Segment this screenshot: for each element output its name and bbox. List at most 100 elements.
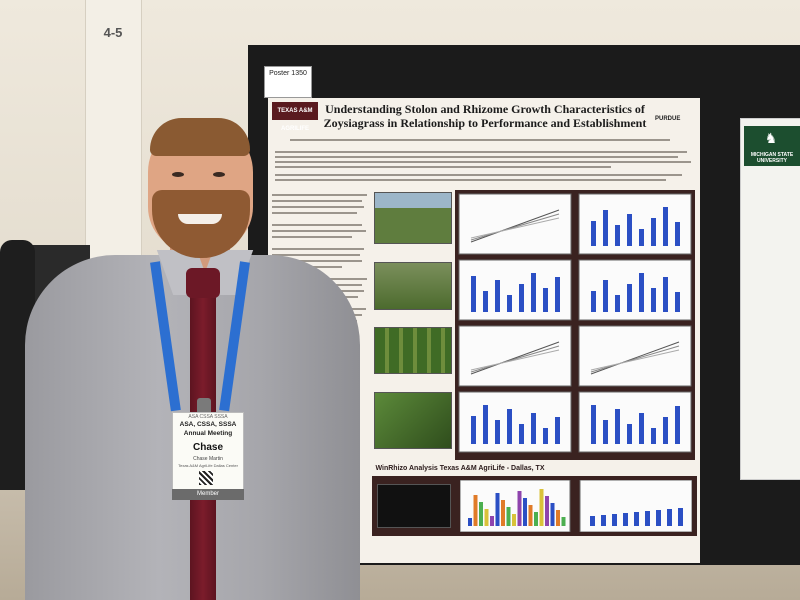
chart-bar	[591, 291, 596, 312]
chart-bar	[471, 416, 476, 444]
chart-bar	[531, 273, 536, 312]
poster-photo-column	[372, 192, 452, 462]
chart-bar	[555, 277, 560, 312]
bottom-chart-bar	[468, 518, 472, 526]
chart-bar	[591, 405, 596, 444]
bottom-chart-bar	[612, 514, 617, 526]
chart-bar	[675, 292, 680, 312]
pillar-sign: 4-5	[103, 25, 123, 40]
badge-full-name: Chase Martin	[193, 456, 223, 462]
chart-line	[470, 341, 560, 375]
chart-bar	[591, 221, 596, 246]
badge-affiliation: Texas A&M AgriLife Dallas Center	[178, 463, 238, 468]
bottom-chart-bar	[550, 503, 555, 526]
photo-turf-rows	[374, 327, 452, 374]
chart-thumbnail	[578, 259, 692, 321]
neighbor-poster	[740, 118, 800, 480]
badge-meeting: Annual Meeting	[183, 430, 233, 437]
bottom-chart-bar	[506, 507, 511, 526]
bottom-chart-bar	[523, 498, 527, 526]
bottom-chart-bar	[501, 500, 505, 526]
badge-org: ASA, CSSA, SSSA	[179, 421, 237, 428]
chart-bar	[615, 225, 620, 246]
bottom-chart-bar	[539, 489, 544, 526]
chart-line	[470, 345, 560, 373]
charts-svg	[458, 193, 692, 453]
bottom-charts-svg	[460, 480, 692, 532]
chart-bar	[603, 210, 608, 246]
bottom-chart-bar	[490, 516, 494, 526]
chart-bar	[519, 424, 524, 444]
chart-bar	[651, 288, 656, 312]
chart-thumbnail	[458, 325, 572, 387]
chart-bar	[483, 291, 488, 312]
right-eye	[213, 172, 225, 177]
chart-thumbnail	[578, 193, 692, 255]
chart-line	[470, 209, 560, 243]
left-eye	[172, 172, 184, 177]
bottom-chart-bar	[645, 511, 650, 526]
badge-clip	[197, 398, 211, 416]
poster-title: Understanding Stolon and Rhizome Growth …	[323, 102, 647, 130]
chart-bar	[555, 417, 560, 444]
poster-charts-panel	[455, 190, 695, 460]
photo-researchers	[374, 262, 452, 310]
chart-line	[590, 349, 680, 371]
chart-bar	[627, 424, 632, 444]
bottom-chart-bar	[601, 515, 606, 526]
chart-line	[590, 341, 680, 375]
badge-top-text: ASA CSSA SSSA	[188, 414, 228, 420]
chart-bar	[471, 276, 476, 312]
bottom-chart-bar	[667, 509, 672, 526]
chart-bar	[627, 284, 632, 312]
chart-line	[470, 349, 560, 371]
pillar	[85, 0, 142, 260]
man-smile	[178, 214, 222, 224]
chart-bar	[639, 273, 644, 312]
bottom-chart-bar	[479, 502, 483, 526]
chart-bar	[495, 280, 500, 312]
purdue-logo: PURDUE	[655, 116, 681, 122]
chart-line	[470, 217, 560, 239]
chart-bar	[615, 409, 620, 444]
msu-header	[744, 126, 800, 166]
agrilife-logo: TEXAS A&M AGRILIFE	[272, 102, 318, 132]
bottom-chart-bar	[473, 495, 478, 526]
bottom-chart-bar	[512, 514, 516, 526]
chart-bar	[483, 405, 488, 444]
bottom-chart-bar	[545, 496, 549, 526]
chart-thumbnail	[578, 391, 692, 453]
chart-thumbnail	[458, 193, 572, 255]
bottom-chart-bar	[561, 517, 566, 526]
chart-bar	[639, 413, 644, 444]
badge-role: Member	[172, 489, 244, 500]
chart-bar	[675, 222, 680, 246]
chart-bar	[543, 428, 548, 444]
photo-field-plots	[374, 192, 452, 244]
chart-bar	[663, 207, 668, 246]
poster-intro-text	[275, 148, 695, 188]
chart-bar	[651, 428, 656, 444]
spartan-helmet-icon: ♞	[764, 130, 778, 146]
bottom-chart-bar	[634, 512, 639, 526]
chart-bar	[519, 284, 524, 312]
chart-thumbnail	[458, 391, 572, 453]
bottom-chart-bar	[495, 493, 500, 526]
bottom-chart-bar	[534, 512, 538, 526]
qr-code-icon	[199, 471, 213, 485]
chart-bar	[531, 413, 536, 444]
poster-authors-line	[290, 136, 670, 146]
winrhizo-section-header: WinRhizo Analysis Texas A&M AgriLife - D…	[375, 465, 545, 472]
bottom-chart-bar	[528, 505, 533, 526]
bottom-chart-bar	[590, 516, 595, 526]
chart-bar	[663, 277, 668, 312]
chart-bar	[627, 214, 632, 246]
bottom-chart-bar	[556, 510, 560, 526]
badge-first-name: Chase	[192, 442, 223, 453]
chart-bar	[495, 420, 500, 444]
poster-number-card: Poster 1350	[264, 66, 312, 98]
chart-bar	[615, 295, 620, 312]
chart-bar	[675, 406, 680, 444]
photo-rhizome-sample	[377, 484, 451, 528]
chart-bar	[603, 420, 608, 444]
